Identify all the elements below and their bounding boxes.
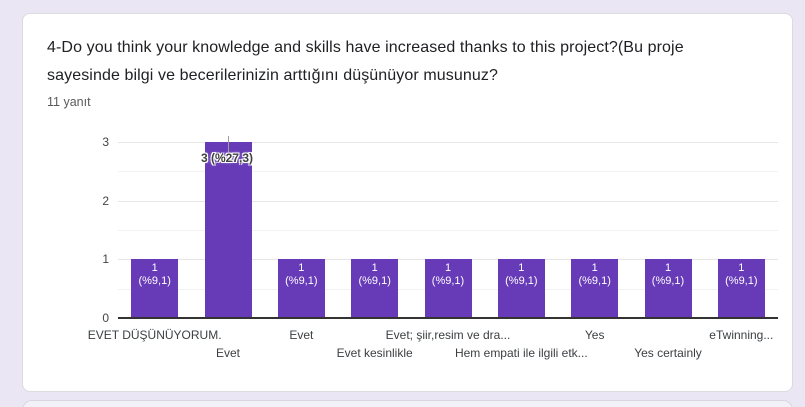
- bar: [204, 142, 252, 318]
- gridline: [118, 200, 778, 202]
- bar: 1 (%9,1): [571, 259, 619, 318]
- bar: 1 (%9,1): [644, 259, 692, 318]
- x-axis-category-label: Hem empati ile ilgili etk...: [454, 346, 588, 360]
- y-axis-tick-label: 0: [102, 311, 109, 325]
- gridline: [118, 142, 778, 143]
- x-axis-category-label: EVET DÜŞÜNÜYORUM.: [87, 328, 222, 342]
- x-axis-category-label: Evet: [215, 346, 241, 360]
- bar: 1 (%9,1): [131, 259, 179, 318]
- gridline: [118, 171, 778, 173]
- bar-value-label: 1 (%9,1): [725, 262, 758, 288]
- x-axis-category-label: Evet: [289, 328, 314, 342]
- x-axis-category-label: Evet; şiir,resim ve dra...: [385, 328, 511, 342]
- next-card-top: [22, 400, 793, 407]
- bar-value-label: 1 (%9,1): [505, 262, 538, 288]
- gridline: [118, 230, 778, 231]
- bar: 1 (%9,1): [277, 259, 325, 318]
- bar-value-label: 1 (%9,1): [431, 262, 465, 288]
- x-axis-category-label: Evet kesinlikle: [336, 346, 413, 360]
- y-axis-tick-label: 2: [102, 193, 109, 208]
- bar-value-label-outside: 3 (%27,3): [200, 151, 254, 165]
- x-axis-category-label: Yes certainly: [634, 346, 702, 360]
- bar-chart: 0 1 2 3 1 (%9,1) 3 (%27,3) 1 (%9,1) 1 (%9,1) 1 (%9,1…: [23, 14, 792, 391]
- bar-value-label: 1 (%9,1): [358, 262, 391, 288]
- x-axis-baseline: [118, 317, 778, 319]
- bar: 1 (%9,1): [351, 259, 399, 318]
- y-axis-tick-label: 3: [102, 135, 109, 149]
- bar: 1 (%9,1): [717, 259, 765, 318]
- response-count: 11 yanıt: [47, 95, 91, 109]
- bar: 1 (%9,1): [497, 259, 545, 318]
- bar-value-label: 1 (%9,1): [138, 262, 171, 288]
- annotation-stem: [228, 136, 229, 152]
- bar: 1 (%9,1): [424, 259, 472, 318]
- x-axis-category-label: Yes: [584, 328, 605, 342]
- bar-value-label: 1 (%9,1): [578, 262, 611, 288]
- question-title: 4-Do you think your knowledge and skills…: [47, 39, 684, 84]
- question-card: 4-Do you think your knowledge and skills…: [22, 13, 793, 392]
- bar-value-label: 1 (%9,1): [651, 262, 685, 288]
- x-axis-category-label: eTwinning...: [709, 328, 774, 342]
- y-axis-tick-label: 1: [102, 252, 109, 267]
- bar-value-label: 1 (%9,1): [285, 262, 318, 288]
